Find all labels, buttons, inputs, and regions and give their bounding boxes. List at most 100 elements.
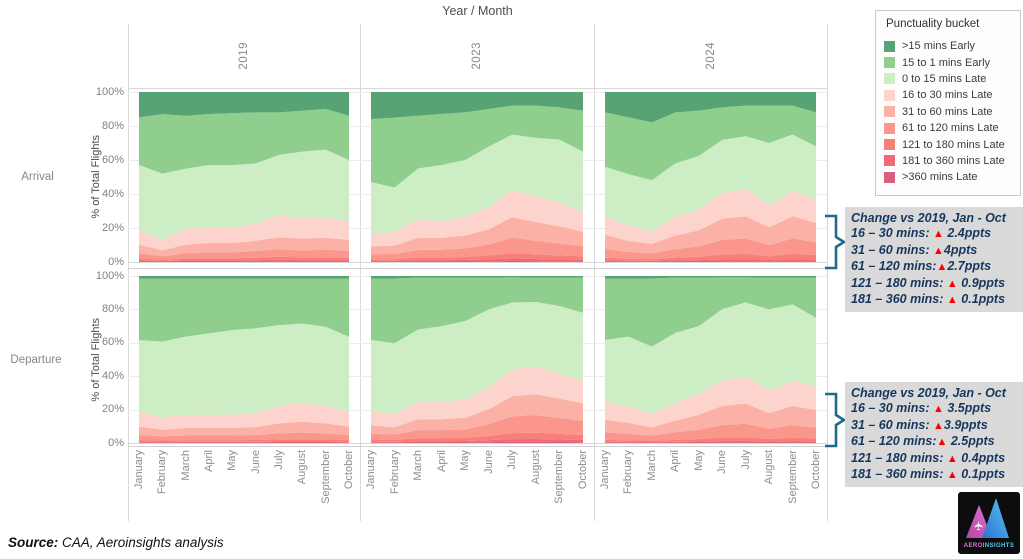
legend-swatch-icon (884, 139, 895, 151)
month-label: July (739, 450, 752, 470)
up-triangle-icon: ▲ (946, 294, 958, 307)
legend-swatch-icon (884, 155, 895, 167)
month-label: February (622, 450, 635, 495)
area-chart-departure-2019[interactable] (139, 276, 349, 443)
month-label: February (156, 450, 169, 495)
y-tick-label: 100% (95, 85, 124, 98)
y-tick-label: 0% (108, 255, 124, 268)
legend-item-label: >15 mins Early (902, 40, 976, 53)
legend-item-label: 15 to 1 mins Early (902, 56, 991, 69)
svg-text:✈: ✈ (972, 521, 986, 531)
legend-item[interactable]: 0 to 15 mins Late (884, 71, 1012, 87)
month-label: April (669, 450, 682, 473)
month-label: June (716, 450, 729, 474)
month-label: August (529, 450, 542, 485)
up-triangle-icon: ▲ (936, 261, 948, 274)
legend-swatch-icon (884, 57, 895, 69)
year-header-2023: 2023 (360, 24, 594, 88)
legend-item-label: 181 to 360 mins Late (902, 154, 1005, 167)
month-label: October (577, 450, 589, 490)
source-text: CAA, Aeroinsights analysis (58, 535, 224, 550)
legend-item[interactable]: 31 to 60 mins Late (884, 104, 1012, 120)
up-triangle-icon: ▲ (946, 469, 958, 482)
source-note: Source: CAA, Aeroinsights analysis (8, 535, 224, 550)
legend-swatch-icon (884, 40, 895, 52)
legend-item-label: 0 to 15 mins Late (902, 72, 987, 85)
annotation-arrival-change: Change vs 2019, Jan - Oct 16 – 30 mins: ▲… (845, 207, 1023, 313)
legend-items: >15 mins Early 15 to 1 mins Early 0 to 15 … (884, 38, 1012, 186)
area-chart-departure-2023[interactable] (371, 276, 583, 443)
month-label: March (179, 450, 192, 481)
area-chart-arrival-2023[interactable] (371, 92, 583, 262)
annotation-line: 16 – 30 mins: ▲ 3.5ppts (851, 401, 992, 416)
up-triangle-icon: ▲ (933, 419, 944, 432)
month-label: January (599, 450, 611, 490)
logo-text-right: INSIGHTS (983, 543, 1015, 549)
y-tick-label: 100% (95, 269, 124, 282)
y-tick-label: 20% (101, 403, 124, 416)
area-chart-departure-2024[interactable] (605, 276, 816, 443)
month-label: April (435, 450, 448, 473)
year-header-2024: 2024 (594, 24, 827, 88)
legend-item[interactable]: >15 mins Early (884, 38, 1012, 54)
month-label: March (645, 450, 658, 481)
legend-item[interactable]: 15 to 1 mins Early (884, 54, 1012, 70)
row-label-departure: Departure (10, 353, 62, 366)
source-label: Source: (8, 535, 59, 550)
month-label: July (506, 450, 519, 470)
annotation-line: 121 – 180 mins: ▲ 0.9ppts (851, 275, 1006, 290)
month-label: January (365, 450, 377, 490)
legend-item[interactable]: 61 to 120 mins Late (884, 120, 1012, 136)
legend-item-label: 16 to 30 mins Late (902, 89, 993, 102)
month-label: January (133, 450, 145, 490)
up-triangle-icon: ▲ (936, 436, 948, 449)
y-axis-title-departure: % of Total Flights (90, 317, 102, 402)
month-label: September (786, 450, 799, 504)
legend-item[interactable]: 181 to 360 mins Late (884, 153, 1012, 169)
area-chart-arrival-2024[interactable] (605, 92, 816, 262)
up-triangle-icon: ▲ (933, 228, 944, 241)
legend-item-label: 61 to 120 mins Late (902, 122, 999, 135)
panel-border (827, 24, 828, 521)
column-axis-title: Year / Month (442, 4, 513, 18)
month-label: May (692, 450, 705, 471)
y-tick-label: 80% (101, 119, 124, 132)
panel-border (594, 24, 595, 521)
svg-text:AEROINSIGHTS: AEROINSIGHTS (964, 543, 1014, 549)
gridline (128, 443, 827, 444)
up-triangle-icon: ▲ (946, 452, 958, 465)
legend-item[interactable]: >360 mins Late (884, 169, 1012, 185)
up-triangle-icon: ▲ (933, 244, 944, 257)
legend-swatch-icon (884, 106, 895, 118)
annotation-line: 16 – 30 mins: ▲ 2.4ppts (851, 226, 992, 241)
legend-item-label: 31 to 60 mins Late (902, 105, 993, 118)
annotation-line: 121 – 180 mins: ▲ 0.4ppts (851, 450, 1006, 465)
legend-swatch-icon (884, 73, 895, 85)
month-label: September (319, 450, 332, 504)
year-header-2019: 2019 (128, 24, 360, 88)
area-chart-arrival-2019[interactable] (139, 92, 349, 262)
month-label: August (763, 450, 776, 485)
x-axis-line (128, 446, 827, 447)
month-label: May (459, 450, 472, 471)
legend-item-label: 121 to 180 mins Late (902, 138, 1005, 151)
brace-bracket-departure (825, 392, 847, 448)
gridline (128, 262, 827, 263)
legend-item-label: >360 mins Late (902, 171, 978, 184)
legend-item[interactable]: 121 to 180 mins Late (884, 136, 1012, 152)
annotation-line: 61 – 120 mins:▲2.7ppts (851, 259, 992, 274)
legend: Punctuality bucket >15 mins Early 15 to 1… (875, 10, 1021, 196)
year-label: 2019 (238, 42, 250, 70)
month-label: October (810, 450, 822, 490)
row-divider (128, 268, 827, 269)
annotation-title: Change vs 2019, Jan - Oct (851, 211, 1006, 225)
y-tick-label: 40% (101, 187, 124, 200)
y-axis-title-arrival: % of Total Flights (90, 135, 102, 219)
legend-item[interactable]: 16 to 30 mins Late (884, 87, 1012, 103)
legend-swatch-icon (884, 122, 895, 134)
y-tick-label: 0% (108, 436, 124, 449)
month-label: August (296, 450, 309, 485)
annotation-line: 31 – 60 mins: ▲4ppts (851, 242, 978, 257)
y-tick-label: 80% (101, 302, 124, 315)
annotation-departure-change: Change vs 2019, Jan - Oct 16 – 30 mins: ▲… (845, 382, 1023, 488)
